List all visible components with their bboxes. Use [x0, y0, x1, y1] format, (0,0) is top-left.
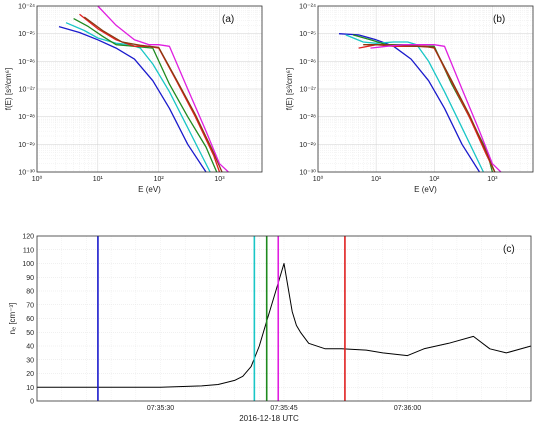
y-tick-label: 10⁻³⁰ [18, 169, 35, 177]
y-tick-label: 10⁻³⁰ [299, 169, 316, 177]
panel-c: 0 10 20 30 40 50 60 70 80 90 100 110 120 07:35:30 07:3… [8, 234, 532, 423]
y-tick-label: 70 [26, 302, 34, 309]
series-line-4 [83, 16, 223, 173]
y-tick-label: 10⁻²⁵ [18, 31, 35, 38]
y-tick-label: 100 [22, 261, 34, 268]
axes-frame [36, 5, 263, 173]
x-tick-label: 10³ [214, 176, 225, 183]
x-tick-label: 07:35:30 [147, 405, 174, 412]
y-tick-label: 10⁻²⁷ [19, 87, 36, 94]
y-tick-label: 0 [30, 399, 34, 406]
series-line-5 [370, 44, 502, 173]
y-tick-label: 50 [26, 330, 34, 337]
y-tick-label: 10⁻²⁷ [300, 87, 317, 94]
series-line-0 [338, 33, 481, 173]
y-tick-label: 10⁻²⁶ [18, 59, 35, 66]
y-tick-label: 60 [26, 316, 34, 323]
axes-frame [36, 235, 532, 402]
y-tick-label: 10⁻²⁴ [299, 4, 316, 11]
y-axis-label: f(E) [s³/cm⁶] [285, 68, 294, 110]
axes-frame [317, 5, 534, 173]
series-line-4 [363, 44, 496, 173]
series-line-1 [345, 34, 484, 173]
panel-label: (c) [503, 244, 515, 255]
x-axis-label: 2016-12-18 UTC [239, 414, 299, 423]
panel-label: (a) [222, 14, 234, 25]
y-tick-label: 10⁻²⁶ [299, 59, 316, 66]
series-line-2 [73, 18, 218, 173]
y-tick-label: 10 [26, 385, 34, 392]
y-axis-label: f(E) [s³/cm⁶] [4, 68, 13, 110]
x-tick-label: 10¹ [93, 176, 104, 183]
y-tick-label: 10⁻²⁹ [299, 142, 316, 149]
y-tick-label: 20 [26, 371, 34, 378]
y-axis-label: nₑ [cm⁻³] [8, 303, 17, 335]
y-tick-label: 80 [26, 289, 34, 296]
y-tick-label: 10⁻²⁸ [299, 114, 316, 121]
y-tick-label: 110 [23, 247, 34, 254]
x-tick-label: 10² [154, 176, 165, 183]
series-line-5 [97, 5, 229, 173]
series-line-0 [58, 25, 207, 173]
x-tick-label: 10¹ [371, 176, 382, 183]
panel-b: 10⁰ 10¹ 10² 10³ 10⁻³⁰ 10⁻²⁹ 10⁻²⁸ 10⁻²⁷ 10⁻²⁶ 10⁻… [285, 4, 534, 194]
x-axis-label: E (eV) [414, 185, 437, 194]
x-tick-label: 10³ [487, 176, 498, 183]
panel-a: 10⁰ 10¹ 10² 10³ 10⁻³⁰ 10⁻²⁹ 10⁻²⁸ 10⁻²⁷ 10⁻²⁶ 10⁻… [4, 4, 263, 194]
x-tick-label: 07:36:00 [394, 405, 421, 412]
x-tick-label: 10⁰ [313, 175, 324, 183]
y-tick-label: 30 [26, 357, 34, 364]
panel-label: (b) [493, 14, 505, 25]
y-tick-label: 90 [26, 275, 34, 282]
y-tick-label: 40 [26, 344, 34, 351]
x-axis-label: E (eV) [138, 185, 161, 194]
y-tick-label: 10⁻²⁵ [299, 31, 316, 38]
y-tick-label: 10⁻²⁸ [18, 114, 35, 121]
x-tick-label: 10⁰ [32, 175, 43, 183]
x-tick-label: 07:35:45 [270, 405, 297, 412]
x-tick-label: 10² [429, 176, 440, 183]
y-tick-label: 10⁻²⁴ [18, 4, 35, 11]
y-tick-label: 120 [22, 234, 34, 241]
density-trace [37, 263, 532, 388]
y-tick-label: 10⁻²⁹ [18, 142, 35, 149]
